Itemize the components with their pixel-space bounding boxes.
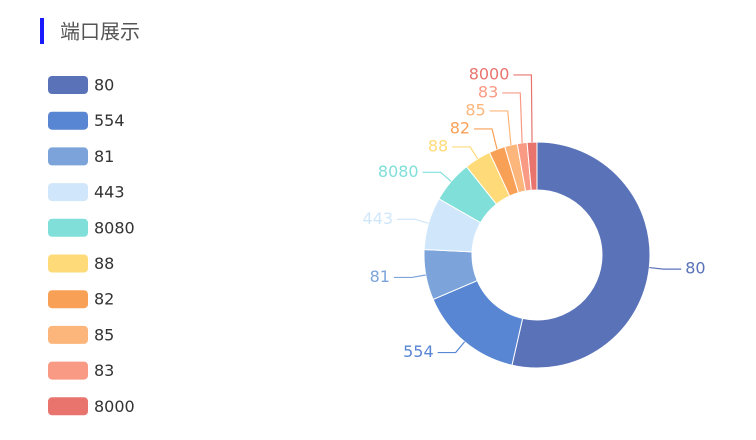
legend-swatch [48, 111, 88, 130]
legend-swatch [48, 183, 88, 202]
leader-line [649, 266, 682, 270]
slice-label: 85 [465, 100, 485, 119]
slice-label: 554 [403, 342, 434, 361]
leader-line [502, 92, 523, 144]
slice-label: 8080 [378, 162, 419, 181]
slice-label: 83 [478, 82, 498, 101]
donut-slice [511, 141, 651, 369]
legend-swatch [48, 218, 88, 237]
legend-label: 82 [94, 290, 114, 309]
slice-label: 81 [370, 267, 390, 286]
legend-swatch [48, 147, 88, 166]
legend-swatch [48, 254, 88, 273]
legend-label: 554 [94, 111, 125, 130]
legend-label: 85 [94, 325, 114, 344]
leader-line [452, 146, 479, 160]
title-marker [40, 18, 44, 44]
leader-line [422, 171, 452, 182]
slice-label: 80 [685, 259, 705, 278]
slice-label: 88 [428, 136, 448, 155]
legend-label: 88 [94, 254, 114, 273]
legend-label: 80 [94, 76, 114, 95]
leader-line [437, 341, 466, 354]
legend-label: 443 [94, 183, 125, 202]
legend-label: 8080 [94, 218, 135, 237]
leader-line [513, 74, 533, 143]
slice-label: 82 [450, 118, 470, 137]
legend-swatch [48, 397, 88, 416]
leader-line [489, 110, 512, 146]
legend-swatch [48, 361, 88, 380]
slice-label: 8000 [469, 64, 510, 83]
legend-swatch [48, 290, 88, 309]
legend-label: 8000 [94, 397, 135, 416]
chart-title: 端口展示 [60, 20, 140, 44]
legend-label: 81 [94, 147, 114, 166]
leader-line [393, 274, 426, 279]
legend-label: 83 [94, 361, 114, 380]
leader-line [474, 128, 498, 150]
legend-swatch [48, 76, 88, 94]
slice-label: 443 [363, 209, 394, 228]
leader-line [397, 218, 429, 224]
legend-swatch [48, 325, 88, 344]
donut-slice [526, 141, 538, 191]
